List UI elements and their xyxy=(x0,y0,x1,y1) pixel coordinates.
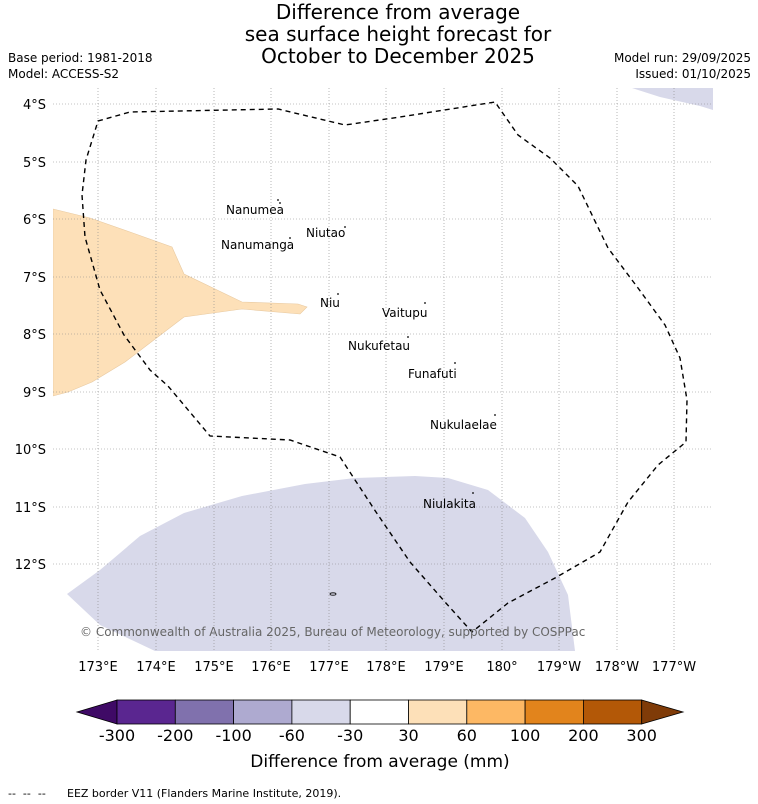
lat-label: 7°S xyxy=(23,271,46,286)
lon-label: 173°E xyxy=(78,660,118,675)
colorbar-extend-high xyxy=(641,699,685,725)
colorbar: -300 -200 -100 -60 -30 30 60 100 200 300 Differen… xyxy=(75,699,685,772)
grid-lines xyxy=(53,88,713,651)
lon-label: 179°W xyxy=(537,660,581,675)
map-area: Nanumea Nanumanga Niutao Niu Vaitupu Nuk… xyxy=(53,88,713,651)
lat-label: 10°S xyxy=(15,443,46,458)
model-name: Model: ACCESS-S2 xyxy=(8,67,120,81)
colorbar-segment xyxy=(116,699,176,725)
title-line-3: October to December 2025 xyxy=(261,44,535,68)
label-nanumea: Nanumea xyxy=(226,203,284,217)
island-marker xyxy=(337,293,339,295)
copyright-notice: © Commonwealth of Australia 2025, Bureau… xyxy=(80,625,585,639)
lat-label: 11°S xyxy=(15,501,46,516)
label-niulakita: Niulakita xyxy=(423,497,476,511)
colorbar-tick-label: 200 xyxy=(568,726,599,745)
colorbar-tick-label: -100 xyxy=(215,726,251,745)
colorbar-tick-label: 30 xyxy=(398,726,418,745)
eez-legend-text: EEZ border V11 (Flanders Marine Institut… xyxy=(67,787,341,800)
label-niu: Niu xyxy=(320,296,340,310)
colorbar-segment xyxy=(174,699,235,725)
lon-label: 176°E xyxy=(251,660,291,675)
lon-label: 174°E xyxy=(136,660,176,675)
label-niutao: Niutao xyxy=(306,226,345,240)
lon-label: 177°E xyxy=(309,660,349,675)
negative-anomaly-region xyxy=(67,476,575,651)
island-marker xyxy=(344,226,346,228)
model-run: Model run: 29/09/2025 xyxy=(613,51,751,65)
colorbar-segment xyxy=(408,699,468,725)
colorbar-label: Difference from average (mm) xyxy=(250,752,509,772)
eez-border xyxy=(81,101,688,633)
island-marker xyxy=(424,302,426,304)
colorbar-tick-label: 60 xyxy=(457,726,477,745)
colorbar-tick-label: -200 xyxy=(157,726,193,745)
label-nukulaelae: Nukulaelae xyxy=(430,418,497,432)
island-marker xyxy=(277,199,279,201)
island-marker xyxy=(454,362,456,364)
lat-label: 4°S xyxy=(23,98,46,113)
colorbar-segments xyxy=(75,699,685,725)
colorbar-tick-label: 300 xyxy=(626,726,657,745)
lon-label: 179°E xyxy=(424,660,464,675)
label-funafuti: Funafuti xyxy=(408,367,457,381)
colorbar-segment xyxy=(291,699,351,725)
label-nanumanga: Nanumanga xyxy=(221,238,294,252)
label-vaitupu: Vaitupu xyxy=(382,306,428,320)
lat-label: 5°S xyxy=(23,156,46,171)
lon-label: 180° xyxy=(486,660,517,675)
eez-legend-symbol: -- -- -- xyxy=(8,787,46,800)
lat-label: 12°S xyxy=(15,558,46,573)
lat-label: 9°S xyxy=(23,386,46,401)
island-marker xyxy=(279,202,281,204)
island-marker xyxy=(407,336,409,338)
colorbar-segment xyxy=(349,699,409,725)
longitude-axis: 173°E 174°E 175°E 176°E 177°E 178°E 179°E 180° 1… xyxy=(78,660,696,675)
lon-label: 178°W xyxy=(595,660,639,675)
island-marker xyxy=(472,492,474,494)
island-marker xyxy=(289,237,291,239)
colorbar-tick-label: 100 xyxy=(510,726,541,745)
colorbar-extend-low xyxy=(75,699,118,725)
title-line-2: sea surface height forecast for xyxy=(244,22,552,46)
reef-marker xyxy=(329,592,337,596)
island-markers xyxy=(277,199,496,596)
colorbar-tick-label: -60 xyxy=(279,726,305,745)
colorbar-segment xyxy=(233,699,293,725)
negative-anomaly-patch xyxy=(632,88,713,110)
lat-label: 8°S xyxy=(23,328,46,343)
colorbar-segment xyxy=(583,699,643,725)
latitude-axis: 4°S 5°S 6°S 7°S 8°S 9°S 10°S 11°S 12°S xyxy=(15,98,46,573)
colorbar-segment xyxy=(524,699,584,725)
label-nukufetau: Nukufetau xyxy=(348,339,410,353)
title-line-1: Difference from average xyxy=(275,0,521,24)
lon-label: 178°E xyxy=(366,660,406,675)
island-labels: Nanumea Nanumanga Niutao Niu Vaitupu Nuk… xyxy=(221,203,497,511)
lon-label: 175°E xyxy=(194,660,234,675)
colorbar-tick-label: -30 xyxy=(337,726,363,745)
base-period: Base period: 1981-2018 xyxy=(8,51,153,65)
positive-anomaly-region xyxy=(53,208,308,397)
island-marker xyxy=(494,414,496,416)
colorbar-tick-label: -300 xyxy=(99,726,135,745)
lon-label: 177°W xyxy=(652,660,696,675)
colorbar-ticks: -300 -200 -100 -60 -30 30 60 100 200 300 xyxy=(99,726,657,745)
lat-label: 6°S xyxy=(23,213,46,228)
issued-date: Issued: 01/10/2025 xyxy=(635,67,751,81)
colorbar-segment xyxy=(466,699,526,725)
